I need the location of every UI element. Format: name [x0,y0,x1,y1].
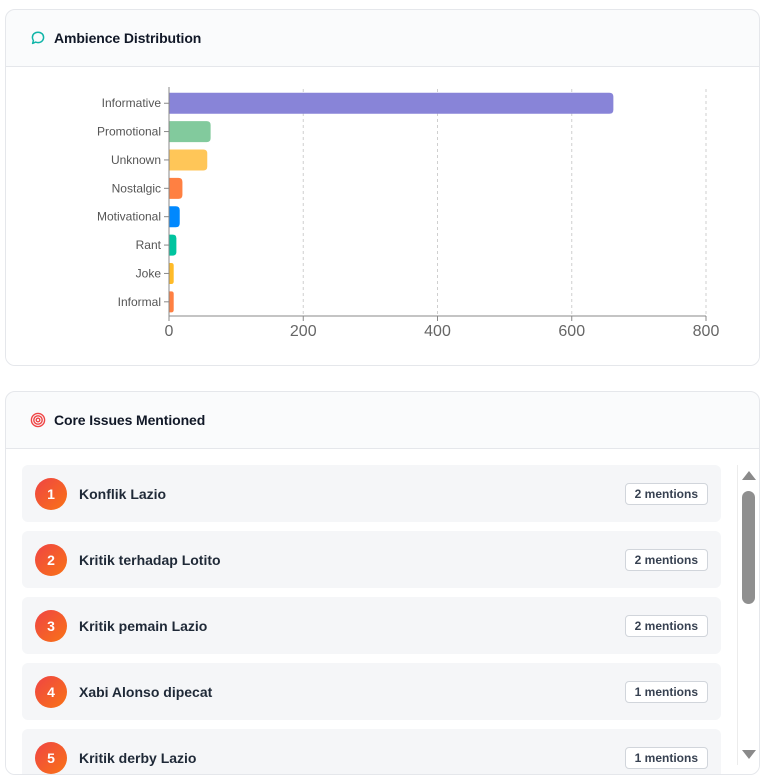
bar [169,149,208,171]
issue-label: Kritik terhadap Lotito [79,551,221,568]
y-tick-label: Unknown [111,153,161,167]
y-tick-label: Motivational [97,210,161,224]
bar [169,234,177,256]
bar [169,92,614,114]
y-tick-label: Informative [102,96,162,110]
bar [169,121,211,143]
ambience-card-header: Ambience Distribution [6,10,759,67]
mentions-badge: 2 mentions [624,482,708,505]
x-tick-label: 200 [290,323,317,340]
issue-rank-badge: 1 [35,477,67,510]
issue-list: 1 Konflik Lazio 2 mentions 2 Kritik terh… [22,465,721,774]
ambience-chart: Informative Promotional Unknown Nostalgic Mo… [6,67,759,365]
bar [169,206,180,228]
issues-card-title: Core Issues Mentioned [54,412,206,428]
ambience-bar-chart: Informative Promotional Unknown Nostalgic Mo… [97,87,720,340]
issue-rank-badge: 2 [35,543,67,576]
ambience-card: Ambience Distribution Informative Promoti… [5,9,760,366]
mentions-badge: 2 mentions [624,548,708,571]
y-tick-label: Rant [136,238,162,252]
issues-list-container: 1 Konflik Lazio 2 mentions 2 Kritik terh… [6,449,759,774]
issue-label: Kritik pemain Lazio [79,617,208,634]
x-tick-label: 600 [558,323,585,340]
issue-rank-badge: 3 [35,609,67,642]
issue-label: Xabi Alonso dipecat [79,683,213,700]
mentions-badge: 1 mentions [624,680,708,703]
issue-label: Kritik derby Lazio [79,749,197,766]
bar [169,177,183,199]
y-tick-label: Promotional [97,125,161,139]
bar [169,262,174,284]
issue-label: Konflik Lazio [79,485,167,502]
issues-scrollbar[interactable] [737,465,759,765]
issues-card-header: Core Issues Mentioned [6,392,759,449]
target-icon [30,412,46,428]
scroll-down-arrow-icon[interactable] [742,750,756,759]
issues-card: Core Issues Mentioned 1 Konflik Lazio 2 … [5,391,760,775]
issue-item[interactable]: 5 Kritik derby Lazio 1 mentions [22,729,721,774]
mentions-badge: 1 mentions [624,746,708,769]
ambience-card-title: Ambience Distribution [54,30,202,46]
y-tick-label: Nostalgic [112,181,161,195]
chat-bubble-icon [30,30,46,46]
issue-item[interactable]: 2 Kritik terhadap Lotito 2 mentions [22,531,721,588]
x-tick-label: 800 [693,323,720,340]
issue-rank-badge: 4 [35,675,67,708]
x-tick-label: 0 [165,323,174,340]
scroll-up-arrow-icon[interactable] [742,471,756,480]
issue-item[interactable]: 3 Kritik pemain Lazio 2 mentions [22,597,721,654]
y-tick-label: Informal [118,295,161,309]
x-tick-label: 400 [424,323,451,340]
issue-item[interactable]: 1 Konflik Lazio 2 mentions [22,465,721,522]
issue-item[interactable]: 4 Xabi Alonso dipecat 1 mentions [22,663,721,720]
scroll-thumb[interactable] [742,491,755,604]
mentions-badge: 2 mentions [624,614,708,637]
issue-rank-badge: 5 [35,741,67,774]
bar [169,291,174,313]
y-tick-label: Joke [136,266,162,280]
